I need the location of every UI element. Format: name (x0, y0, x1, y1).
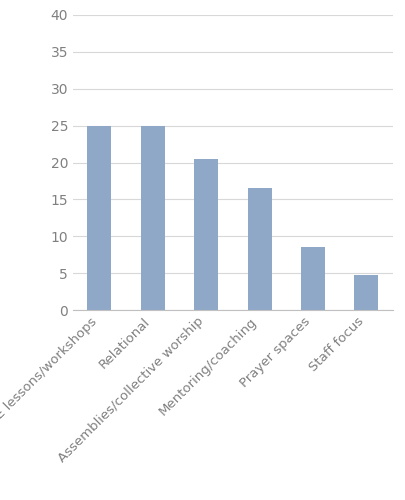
Bar (194, 159, 218, 310)
Bar (141, 126, 165, 310)
Bar (354, 274, 378, 310)
Bar (247, 188, 272, 310)
Bar (87, 126, 111, 310)
Bar (301, 248, 325, 310)
